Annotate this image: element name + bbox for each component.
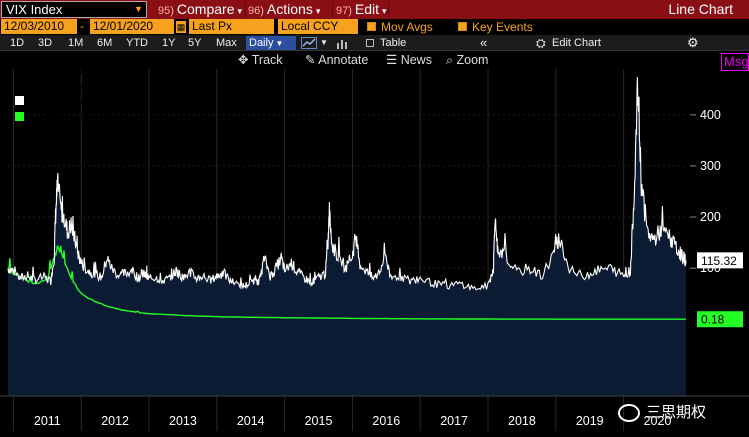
period-6m[interactable]: 6M: [97, 37, 113, 49]
compare-shortcut: 95): [158, 5, 174, 17]
edit-chart-button[interactable]: Edit Chart: [552, 37, 601, 49]
line-chart-icon[interactable]: [301, 37, 317, 49]
collapse-left-icon[interactable]: «: [480, 35, 488, 50]
key-events-checkbox[interactable]: [458, 22, 467, 31]
news-icon: ☰: [386, 53, 401, 67]
chart-title: Normalized As Of 12/03/2010: [13, 65, 176, 79]
edit-shortcut: 97): [336, 5, 352, 17]
gear-icon[interactable]: ⚙: [687, 35, 699, 50]
edit-button[interactable]: 97) Edit ▾: [336, 0, 387, 19]
period-max[interactable]: Max: [216, 37, 237, 49]
vix-value-tag-text: 115.32: [701, 254, 737, 268]
toolbar-divider: [332, 2, 333, 17]
legend-label-vix: VIX Index: [31, 95, 86, 109]
edit-chart-icon: ⛭: [536, 36, 546, 50]
y-tick-label: 200: [700, 210, 721, 224]
compare-button[interactable]: 95) Compare ▾: [158, 0, 242, 19]
spvxstr-value-tag-box: [697, 311, 743, 328]
chart-area[interactable]: 2011 2012 2013 2014 2015 2016 2017 2018 2019 2020…: [0, 51, 749, 437]
x-tick-label: 2014: [237, 414, 265, 428]
calendar-icon[interactable]: ▦: [176, 21, 186, 33]
x-tick-label: 2011: [34, 414, 61, 428]
mov-avgs-checkbox[interactable]: [367, 22, 376, 31]
period-5y[interactable]: 5Y: [188, 37, 202, 49]
key-events-label: Key Events: [472, 20, 533, 34]
field-select[interactable]: Last Px: [189, 19, 274, 34]
legend-value-vix: 115.32: [126, 95, 163, 109]
chevron-down-icon: ▾: [237, 6, 243, 16]
zoom-label: Zoom: [456, 53, 489, 67]
range-bar: [0, 35, 749, 51]
x-tick-label: 2019: [576, 414, 604, 428]
x-tick-label: 2015: [305, 414, 333, 428]
main-toolbar: [0, 0, 749, 19]
date-separator: -: [80, 19, 84, 33]
value-tags: 115.32 0.18: [697, 252, 743, 328]
end-date-field[interactable]: 12/01/2020: [90, 19, 174, 34]
actions-label: Actions: [266, 1, 313, 17]
vix-line: [7, 77, 687, 292]
spvxstr-value-tag: 0.18: [697, 311, 743, 328]
compare-label: Compare: [176, 1, 235, 17]
wechat-icon: [618, 404, 640, 423]
pencil-icon: ✎: [305, 53, 319, 67]
chart-type-title: Line Chart: [668, 1, 733, 17]
watermark-text: 三思期权: [646, 404, 707, 421]
legend-swatch-spvxstr: [15, 112, 24, 121]
x-tick-label: 2020: [644, 414, 672, 428]
chevron-down-icon: ▼: [275, 39, 284, 48]
currency-select[interactable]: Local CCY: [278, 19, 358, 34]
toolbar-divider: [245, 2, 246, 17]
legend-label-spvxstr: SPVXSTR Index: [31, 111, 124, 125]
x-axis: 2011 2012 2013 2014 2015 2016 2017 2018 2019 2020: [0, 395, 749, 428]
chevron-down-icon: ▾: [382, 6, 387, 16]
frequency-label: Daily: [249, 37, 274, 49]
search-icon: ⌕: [446, 53, 457, 67]
period-ytd[interactable]: YTD: [126, 37, 148, 49]
track-tool[interactable]: ✥ Track: [238, 52, 283, 68]
msg-button[interactable]: Msg: [721, 53, 749, 71]
news-label: News: [400, 53, 432, 67]
chevron-down-icon[interactable]: ▼: [320, 38, 328, 47]
spvxstr-line: [7, 245, 686, 320]
table-label: Table: [380, 37, 407, 49]
ticker-field[interactable]: VIX Index: [1, 1, 147, 18]
y-tick-label: 300: [700, 159, 721, 173]
annotate-tool[interactable]: ✎ Annotate: [305, 52, 368, 68]
period-3d[interactable]: 3D: [38, 37, 53, 49]
frequency-select[interactable]: Daily ▼: [246, 36, 296, 50]
period-1d[interactable]: 1D: [10, 37, 25, 49]
x-tick-label: 2017: [440, 414, 468, 428]
x-tick-label: 2013: [169, 414, 197, 428]
track-label: Track: [251, 53, 283, 67]
chevron-down-icon: ▾: [315, 6, 321, 16]
watermark: 三思期权: [618, 400, 706, 426]
crosshair-icon: ✥: [238, 53, 252, 67]
zoom-tool[interactable]: ⌕ Zoom: [446, 52, 488, 68]
bar-chart-icon[interactable]: [336, 37, 348, 49]
vix-area-fill: [8, 77, 686, 396]
legend-value-spvxstr: 0.18: [139, 111, 163, 125]
start-date-field[interactable]: 12/03/2010: [1, 19, 77, 34]
edit-label: Edit: [354, 1, 380, 17]
vix-value-tag-box: [697, 252, 743, 269]
x-tick-label: 2016: [372, 414, 400, 428]
mov-avgs-label: Mov Avgs: [381, 20, 433, 34]
x-tick-label: 2018: [508, 414, 536, 428]
toolbar-divider: [388, 2, 389, 17]
y-tick-label: 400: [700, 108, 721, 122]
news-tool[interactable]: ☰ News: [386, 52, 432, 68]
spvxstr-value-tag-text: 0.18: [701, 313, 725, 327]
actions-shortcut: 96): [248, 5, 264, 17]
x-tick-label: 2012: [101, 414, 129, 428]
table-checkbox[interactable]: [366, 39, 374, 47]
vix-value-tag: 115.32: [697, 252, 743, 269]
period-1y[interactable]: 1Y: [162, 37, 176, 49]
legend-swatch-vix: [15, 96, 24, 105]
annotate-label: Annotate: [318, 53, 369, 67]
period-1m[interactable]: 1M: [68, 37, 84, 49]
chart-subtitle: Last Price: [72, 80, 128, 94]
ticker-dropdown-icon[interactable]: ▼: [134, 4, 143, 14]
actions-button[interactable]: 96) Actions ▾: [248, 0, 320, 19]
